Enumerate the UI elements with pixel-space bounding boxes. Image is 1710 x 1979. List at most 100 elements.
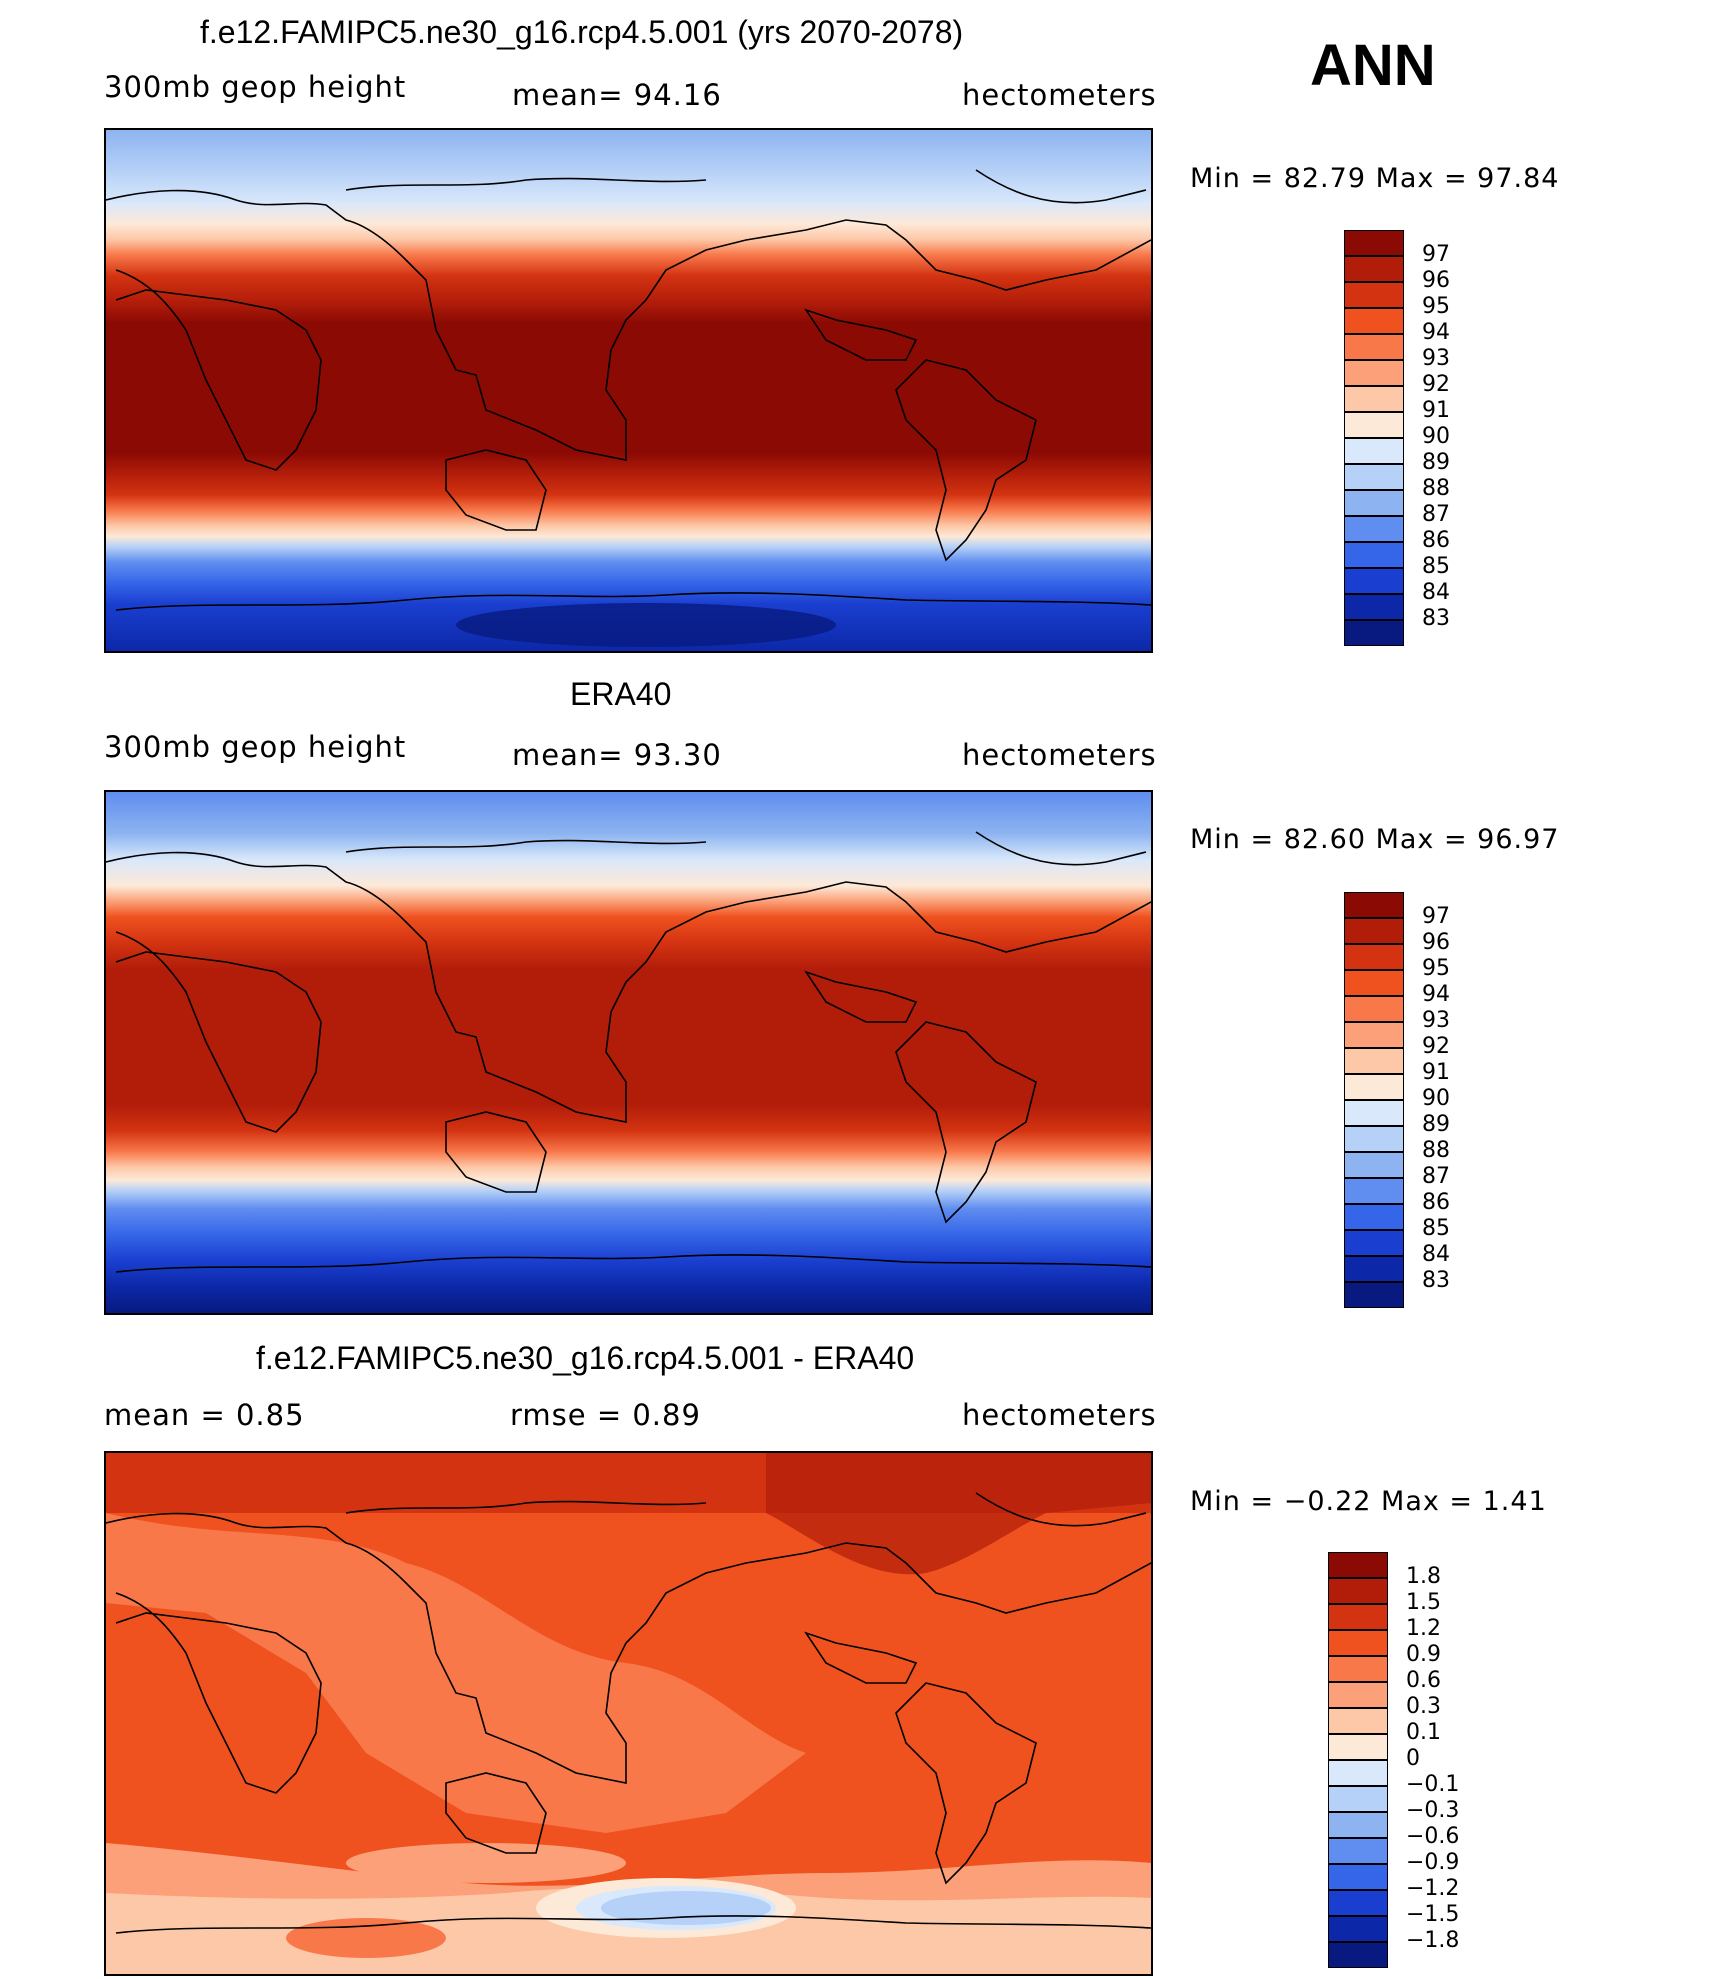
colorbar-swatch (1344, 1282, 1404, 1308)
colorbar-label: 0.6 (1406, 1668, 1441, 1693)
colorbar-label: −0.6 (1406, 1824, 1460, 1849)
colorbar-label: 89 (1422, 1112, 1450, 1137)
colorbar-swatch (1344, 1152, 1404, 1178)
min-max-label: Min = 82.60 Max = 96.97 (1190, 824, 1560, 855)
colorbar-label: 91 (1422, 1060, 1450, 1085)
colorbar-swatch (1344, 1178, 1404, 1204)
map-plot (106, 130, 1151, 651)
colorbar-swatch (1328, 1942, 1388, 1968)
mean-label: mean = 0.85 (104, 1398, 305, 1432)
colorbar-swatch (1328, 1734, 1388, 1760)
colorbar-label: −0.9 (1406, 1850, 1460, 1875)
colorbar-label: 83 (1422, 606, 1450, 631)
colorbar-label: 90 (1422, 424, 1450, 449)
colorbar-label: 93 (1422, 1008, 1450, 1033)
colorbar-label: 97 (1422, 242, 1450, 267)
colorbar-swatch (1344, 464, 1404, 490)
colorbar-swatch (1344, 360, 1404, 386)
colorbar-swatch (1344, 490, 1404, 516)
units-label: hectometers (962, 78, 1157, 112)
colorbar-label: −1.5 (1406, 1902, 1460, 1927)
colorbar-swatch (1328, 1630, 1388, 1656)
colorbar-label: 94 (1422, 320, 1450, 345)
colorbar-label: 1.5 (1406, 1590, 1441, 1615)
colorbar-swatch (1344, 516, 1404, 542)
map-plot (106, 1453, 1151, 1974)
colorbar-label: 0.1 (1406, 1720, 1441, 1745)
map-model (104, 128, 1153, 653)
colorbar-swatch (1344, 892, 1404, 918)
colorbar-label: 96 (1422, 268, 1450, 293)
colorbar-swatch (1328, 1604, 1388, 1630)
colorbar-swatch (1328, 1812, 1388, 1838)
colorbar-label: 95 (1422, 294, 1450, 319)
colorbar-swatch (1328, 1682, 1388, 1708)
colorbar-label: 0 (1406, 1746, 1420, 1771)
colorbar-swatch (1344, 996, 1404, 1022)
map-difference (104, 1451, 1153, 1976)
colorbar-label: 86 (1422, 1190, 1450, 1215)
colorbar-swatch (1344, 594, 1404, 620)
colorbar-swatch (1344, 308, 1404, 334)
map-plot (106, 792, 1151, 1313)
colorbar-swatch (1328, 1786, 1388, 1812)
colorbar-swatch (1328, 1864, 1388, 1890)
min-max-label: Min = 82.79 Max = 97.84 (1190, 163, 1560, 194)
colorbar-swatch (1344, 1022, 1404, 1048)
colorbar-label: 85 (1422, 1216, 1450, 1241)
coastlines (106, 831, 1151, 1273)
colorbar-label: 91 (1422, 398, 1450, 423)
colorbar-swatch (1328, 1760, 1388, 1786)
colorbar-label: 0.9 (1406, 1642, 1441, 1667)
colorbar-label: 89 (1422, 450, 1450, 475)
colorbar-label: 96 (1422, 930, 1450, 955)
colorbar-label: −1.2 (1406, 1876, 1460, 1901)
colorbar-swatch (1328, 1708, 1388, 1734)
colorbar-swatch (1344, 386, 1404, 412)
colorbar-label: 93 (1422, 346, 1450, 371)
colorbar-swatch (1328, 1916, 1388, 1942)
colorbar-swatch (1328, 1578, 1388, 1604)
colorbar-swatch (1344, 256, 1404, 282)
colorbar-label: 1.2 (1406, 1616, 1441, 1641)
colorbar-swatch (1344, 620, 1404, 646)
colorbar-swatch (1328, 1656, 1388, 1682)
variable-label: 300mb geop height (104, 70, 407, 104)
panel-title: f.e12.FAMIPC5.ne30_g16.rcp4.5.001 (yrs 2… (200, 14, 964, 50)
colorbar-swatch (1344, 1230, 1404, 1256)
colorbar-label: 88 (1422, 1138, 1450, 1163)
colorbar-swatch (1344, 334, 1404, 360)
colorbar-label: 87 (1422, 502, 1450, 527)
colorbar-label: 92 (1422, 372, 1450, 397)
colorbar-label: 94 (1422, 982, 1450, 1007)
colorbar-label: 84 (1422, 580, 1450, 605)
colorbar-label: 87 (1422, 1164, 1450, 1189)
colorbar-label: 88 (1422, 476, 1450, 501)
colorbar-swatch (1344, 568, 1404, 594)
colorbar-swatch (1344, 1100, 1404, 1126)
colorbar-label: 0.3 (1406, 1694, 1441, 1719)
units-label: hectometers (962, 1398, 1157, 1432)
colorbar-label: −0.3 (1406, 1798, 1460, 1823)
colorbar-swatch (1328, 1890, 1388, 1916)
units-label: hectometers (962, 738, 1157, 772)
colorbar-swatch (1344, 542, 1404, 568)
variable-label: 300mb geop height (104, 730, 407, 764)
season-label: ANN (1310, 33, 1436, 98)
panel-title: ERA40 (570, 676, 672, 712)
colorbar-swatch (1344, 1074, 1404, 1100)
mean-label: mean= 93.30 (512, 738, 722, 772)
colorbar-label: 83 (1422, 1268, 1450, 1293)
colorbar-label: 85 (1422, 554, 1450, 579)
colorbar-swatch (1328, 1838, 1388, 1864)
colorbar-label: −0.1 (1406, 1772, 1460, 1797)
colorbar-label: 92 (1422, 1034, 1450, 1059)
colorbar-label: 84 (1422, 1242, 1450, 1267)
colorbar-swatch (1344, 1256, 1404, 1282)
colorbar-swatch (1344, 1126, 1404, 1152)
min-max-label: Min = −0.22 Max = 1.41 (1190, 1486, 1547, 1517)
colorbar-swatch (1344, 1048, 1404, 1074)
rmse-label: rmse = 0.89 (510, 1398, 701, 1432)
colorbar-label: 90 (1422, 1086, 1450, 1111)
panel-title: f.e12.FAMIPC5.ne30_g16.rcp4.5.001 - ERA4… (256, 1340, 915, 1376)
